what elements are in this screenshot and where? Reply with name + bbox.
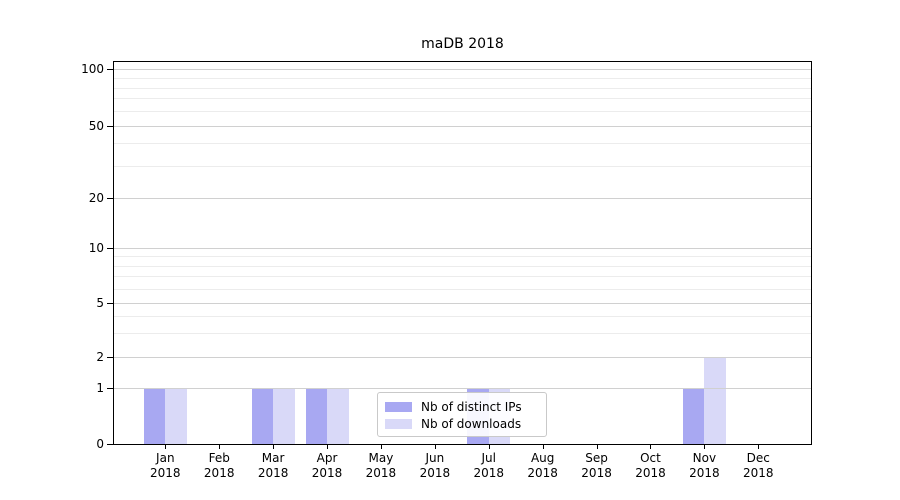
x-tick-mark (219, 445, 221, 449)
x-tick-label: Apr 2018 (311, 451, 343, 480)
x-tick-mark (542, 445, 544, 449)
minor-gridline (114, 165, 811, 167)
x-tick-label: Feb 2018 (203, 451, 235, 480)
x-tick-label: Jun 2018 (419, 451, 451, 480)
minor-gridline (114, 111, 811, 113)
x-tick-label: May 2018 (365, 451, 397, 480)
major-gridline (114, 303, 811, 305)
x-tick-mark (650, 445, 652, 449)
y-tick-label: 10 (88, 240, 104, 255)
minor-gridline (114, 77, 811, 79)
legend-label-distinct-ips: Nb of distinct IPs (421, 399, 522, 414)
minor-gridline (114, 333, 811, 335)
minor-gridline (114, 265, 811, 267)
x-tick-label: Sep 2018 (581, 451, 612, 480)
bar-downloads-mar (273, 388, 295, 444)
minor-gridline (114, 87, 811, 89)
legend-swatch-downloads-icon (385, 418, 412, 429)
x-tick-label: Jan 2018 (150, 451, 181, 480)
x-tick-mark (488, 445, 490, 449)
major-gridline (114, 356, 811, 358)
x-tick-mark (704, 445, 706, 449)
bar-distinct-ips-nov (682, 388, 705, 444)
y-tick-mark (107, 247, 113, 249)
x-tick-label: Dec 2018 (743, 451, 774, 480)
y-tick-label: 1 (96, 381, 104, 396)
legend-swatch-distinct-ips-icon (385, 401, 412, 412)
x-tick-label: Oct 2018 (635, 451, 666, 480)
major-gridline (114, 247, 811, 249)
chart-title: maDB 2018 (421, 36, 504, 52)
y-tick-label: 5 (96, 296, 104, 311)
x-tick-mark (434, 445, 436, 449)
x-tick-mark (596, 445, 598, 449)
y-tick-mark (107, 69, 113, 71)
bar-distinct-ips-jan (143, 388, 166, 444)
bar-distinct-ips-mar (251, 388, 274, 444)
legend-item-distinct-ips: Nb of distinct IPs (385, 399, 538, 414)
plot-area: Nb of distinct IPs Nb of downloads (113, 61, 812, 445)
x-tick-mark (165, 445, 167, 449)
bar-distinct-ips-apr (305, 388, 328, 444)
y-tick-label: 0 (96, 437, 104, 452)
minor-gridline (114, 288, 811, 290)
legend-label-downloads: Nb of downloads (421, 416, 522, 431)
x-tick-label: Nov 2018 (689, 451, 720, 480)
minor-gridline (114, 143, 811, 145)
x-tick-label: Aug 2018 (527, 451, 558, 480)
legend: Nb of distinct IPs Nb of downloads (377, 392, 547, 437)
minor-gridline (114, 98, 811, 100)
x-tick-mark (380, 445, 382, 449)
minor-gridline (114, 316, 811, 318)
y-tick-mark (107, 444, 113, 446)
y-tick-mark (107, 197, 113, 199)
y-tick-mark (107, 356, 113, 358)
y-tick-label: 20 (88, 190, 104, 205)
minor-gridline (114, 276, 811, 278)
y-tick-mark (107, 303, 113, 305)
major-gridline (114, 197, 811, 199)
bar-downloads-jan (165, 388, 187, 444)
bar-downloads-apr (327, 388, 349, 444)
minor-gridline (114, 256, 811, 258)
x-tick-mark (327, 445, 329, 449)
y-tick-label: 100 (81, 62, 104, 77)
x-tick-label: Jul 2018 (473, 451, 505, 480)
legend-item-downloads: Nb of downloads (385, 416, 538, 431)
major-gridline (114, 388, 811, 390)
y-tick-mark (107, 126, 113, 127)
major-gridline (114, 69, 811, 71)
x-tick-mark (273, 445, 275, 449)
bar-downloads-nov (704, 356, 726, 444)
y-tick-label: 2 (96, 349, 104, 364)
x-tick-mark (758, 445, 760, 449)
x-tick-label: Mar 2018 (257, 451, 289, 480)
y-tick-mark (107, 388, 113, 390)
y-tick-label: 50 (88, 119, 104, 133)
major-gridline (114, 126, 811, 127)
